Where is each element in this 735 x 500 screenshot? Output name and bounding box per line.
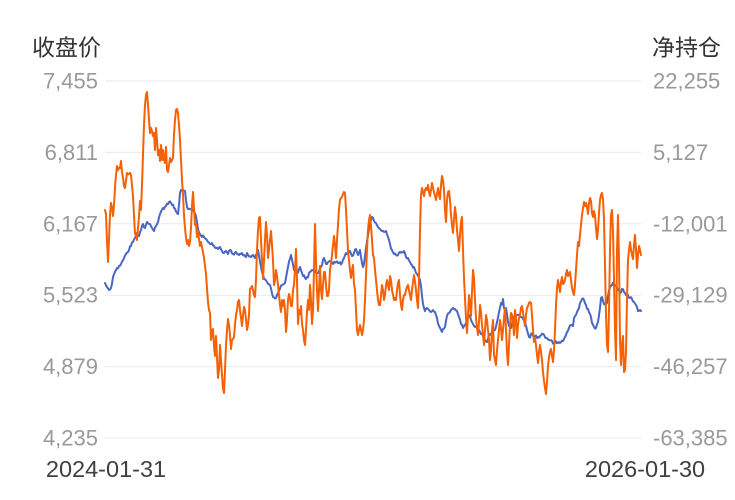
- svg-text:-46,257: -46,257: [653, 354, 728, 379]
- svg-text:-12,001: -12,001: [653, 211, 728, 236]
- svg-text:22,255: 22,255: [653, 69, 720, 94]
- svg-text:4,879: 4,879: [43, 354, 98, 379]
- svg-text:6,811: 6,811: [45, 140, 98, 165]
- svg-text:5,127: 5,127: [653, 140, 708, 165]
- svg-text:-63,385: -63,385: [653, 426, 728, 451]
- svg-text:2024-01-31: 2024-01-31: [46, 456, 166, 482]
- svg-text:6,167: 6,167: [43, 211, 98, 236]
- svg-text:-29,129: -29,129: [653, 283, 728, 308]
- svg-text:4,235: 4,235: [43, 426, 98, 451]
- svg-text:7,455: 7,455: [43, 69, 98, 94]
- svg-text:2026-01-30: 2026-01-30: [585, 456, 705, 482]
- svg-text:5,523: 5,523: [43, 283, 98, 308]
